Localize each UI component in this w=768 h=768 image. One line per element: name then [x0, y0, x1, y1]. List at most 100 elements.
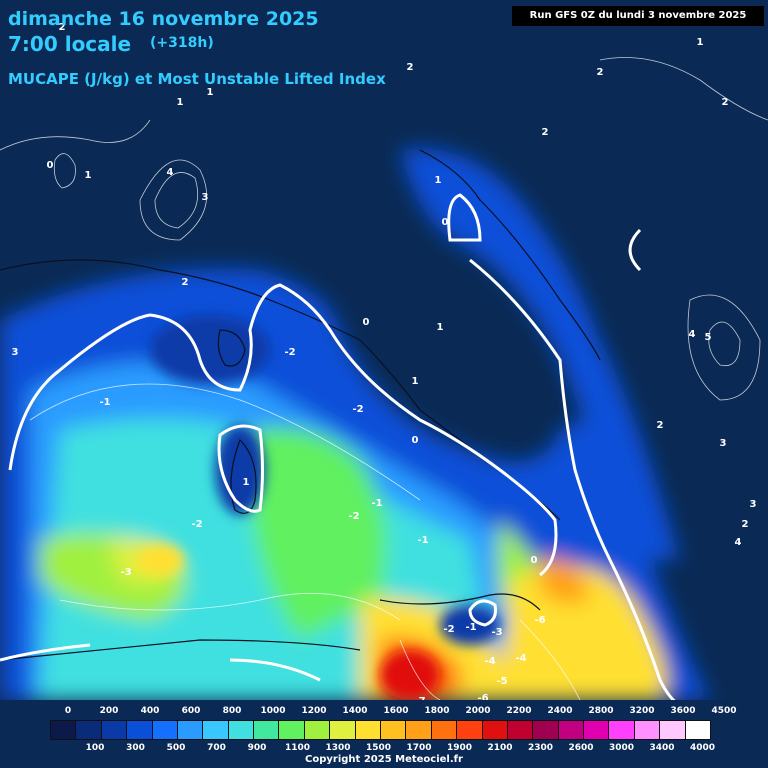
contour-label: 4: [689, 329, 696, 340]
legend-tick-label: 300: [126, 743, 145, 753]
legend-tick-label: 1200: [301, 706, 327, 716]
contour-label: -5: [496, 676, 507, 687]
legend-tick-label: 100: [85, 743, 105, 753]
forecast-offset: (+318h): [150, 35, 214, 51]
legend-tick-label: 500: [166, 743, 186, 753]
contour-label: -1: [417, 535, 428, 546]
contour-label: 0: [363, 317, 370, 328]
legend-tick-label: 4000: [689, 743, 716, 753]
legend-tick-label: 200: [99, 706, 119, 716]
contour-label: 1: [243, 477, 250, 488]
legend-swatch: [481, 720, 508, 740]
legend-swatch: [380, 720, 407, 740]
contour-label: -1: [371, 498, 382, 509]
contour-label: 4: [167, 167, 174, 178]
legend-tick-label: 0: [64, 706, 72, 716]
forecast-date: dimanche 16 novembre 2025: [8, 8, 319, 30]
legend-tick-label: 2600: [568, 743, 594, 753]
legend-swatch: [506, 720, 534, 740]
legend-tick-label: 400: [140, 706, 160, 716]
legend-swatch: [608, 720, 635, 740]
legend-swatch: [278, 720, 305, 740]
legend-swatch: [633, 720, 661, 740]
legend-swatch: [227, 720, 255, 740]
contour-label: 3: [750, 499, 757, 510]
contour-label: 3: [202, 192, 209, 203]
forecast-time: 7:00 locale: [8, 32, 132, 56]
legend-tick-label: 2800: [588, 706, 614, 716]
contour-label: 3: [12, 347, 19, 358]
legend-swatch: [354, 720, 381, 740]
contour-label: 2: [59, 22, 66, 33]
contour-label: 1: [412, 376, 419, 387]
contour-label: 2: [407, 62, 414, 73]
legend-tick-label: 3400: [649, 743, 675, 753]
legend-tick-label: 2000: [465, 706, 491, 716]
legend-swatch: [405, 720, 432, 740]
legend-tick-label: 3000: [608, 743, 635, 753]
contour-label: 1: [85, 170, 92, 181]
contour-label: 2: [542, 127, 549, 138]
contour-label: -4: [515, 653, 526, 664]
contour-label: -2: [284, 347, 295, 358]
legend-tick-label: 4500: [711, 706, 737, 716]
legend-swatch: [75, 720, 102, 740]
legend-swatch: [151, 720, 178, 740]
contour-label: 0: [531, 555, 538, 566]
contour-label: 0: [47, 160, 54, 171]
li-zero-contour: [0, 193, 681, 707]
contour-label: 0: [412, 435, 419, 446]
contour-label: 1: [177, 97, 184, 108]
run-info: Run GFS 0Z du lundi 3 novembre 2025: [512, 6, 764, 26]
contour-label: -6: [534, 615, 545, 626]
copyright: Copyright 2025 Meteociel.fr: [305, 754, 463, 765]
legend-tick-label: 3600: [670, 706, 696, 716]
contour-label: -2: [443, 624, 454, 635]
contour-label: -1: [99, 397, 110, 408]
contour-label: -4: [484, 656, 495, 667]
legend-tick-label: 2400: [547, 706, 573, 716]
legend-swatch: [303, 720, 331, 740]
contour-label: -6: [477, 693, 488, 704]
contour-label: 1: [697, 37, 704, 48]
legend-tick-label: 1000: [260, 706, 286, 716]
legend-swatch: [100, 720, 128, 740]
contour-label: 5: [705, 332, 712, 343]
legend-swatch: [659, 720, 686, 740]
contour-label: 1: [437, 322, 444, 333]
legend-tick-label: 1100: [284, 743, 311, 753]
legend-tick-label: 1500: [365, 743, 392, 753]
legend-swatch: [430, 720, 458, 740]
legend-swatch: [253, 720, 280, 740]
parameter-title: MUCAPE (J/kg) et Most Unstable Lifted In…: [8, 70, 386, 88]
legend-swatch: [176, 720, 204, 740]
contour-label: 1: [207, 87, 214, 98]
contour-label: 2: [657, 420, 664, 431]
contour-label: 2: [722, 97, 729, 108]
legend-swatch: [557, 720, 585, 740]
contour-label: -1: [465, 622, 476, 633]
legend-swatch: [684, 720, 711, 740]
contour-label: 2: [742, 519, 749, 530]
legend-tick-label: 3200: [629, 706, 655, 716]
legend-tick-label: 1400: [342, 706, 368, 716]
contour-label: -2: [191, 519, 202, 530]
legend-tick-label: 1700: [406, 743, 432, 753]
contour-label: 2: [597, 67, 604, 78]
contour-label: 3: [720, 438, 727, 449]
legend-tick-label: 700: [207, 743, 226, 753]
contour-label: 4: [735, 537, 742, 548]
legend-swatch: [202, 720, 229, 740]
legend-tick-label: 1800: [424, 706, 450, 716]
legend-swatch: [532, 720, 559, 740]
legend-tick-label: 1600: [383, 706, 409, 716]
legend-tick-label: 900: [247, 743, 267, 753]
cape-field: [0, 148, 710, 700]
contour-label: 2: [182, 277, 189, 288]
legend-swatch: [329, 720, 356, 740]
contour-label: -3: [120, 567, 131, 578]
legend-swatch: [456, 720, 483, 740]
legend-tick-label: 800: [222, 706, 242, 716]
li-contours: [0, 57, 768, 701]
contour-label: 0: [442, 217, 449, 228]
